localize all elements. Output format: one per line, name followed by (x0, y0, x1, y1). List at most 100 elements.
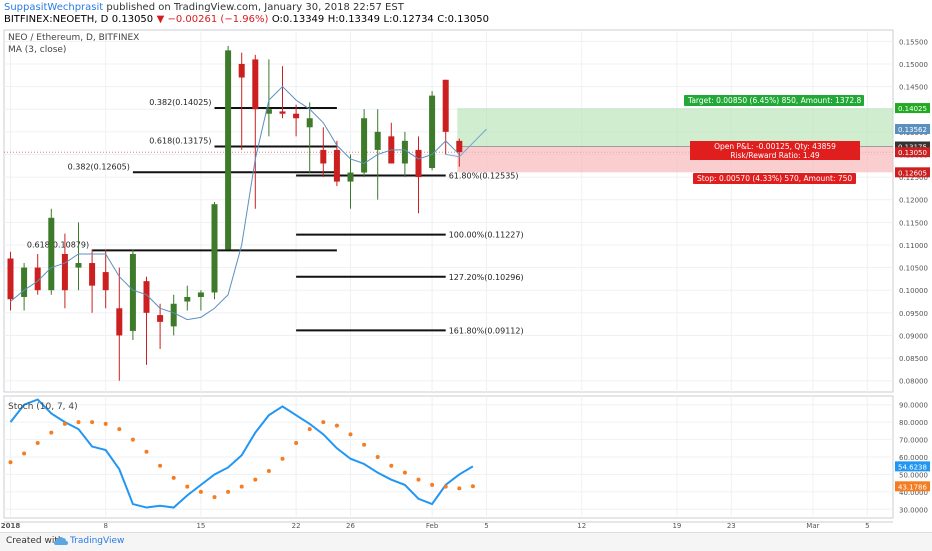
time-tick-label: 2018 (1, 522, 21, 530)
price-axis[interactable]: 0.155000.150000.145000.140000.135000.130… (895, 38, 930, 386)
candle-up (347, 172, 354, 182)
candle-down (442, 79, 449, 132)
created-with-text: Created with (6, 536, 64, 546)
stoch-tick-label: 80.0000 (899, 419, 928, 427)
candle-down (61, 253, 68, 291)
candle-down (456, 140, 463, 153)
candle-down (89, 263, 96, 286)
price-chart[interactable]: 0.382(0.14025) 0.618(0.13175) 0.382(0.1260… (0, 0, 932, 532)
price-label-bg (895, 124, 930, 135)
fib-label: 61.80%(0.12535) (449, 171, 519, 180)
stoch-d-point (49, 430, 54, 435)
price-label-bg (895, 103, 930, 114)
price-label-bg (895, 147, 930, 158)
candle-up (48, 217, 55, 291)
fib-label: 0.618(0.13175) (149, 137, 211, 146)
publish-info: SuppasitWechprasit published on TradingV… (4, 2, 404, 13)
stop-label-bg (693, 173, 856, 184)
candle-down (143, 281, 150, 313)
high-value: H:0.13349 (327, 14, 381, 25)
stoch-value-label: 54.6238 (898, 463, 927, 471)
time-tick-label: 22 (292, 522, 301, 530)
stoch-panel: 90.0000 80.0000 70.0000 60.0000 50.0000 40.00… (8, 398, 930, 514)
stoch-k-line (9, 398, 474, 509)
stoch-d-point (171, 475, 176, 480)
candle-down (320, 149, 327, 164)
candle-up (401, 140, 408, 164)
stoch-d-point (239, 484, 244, 489)
symbol-info: BITFINEX:NEOETH, D 0.13050 ▼ −0.00261 (−… (4, 14, 489, 25)
fib-label: 100.00%(0.11227) (449, 231, 524, 240)
price-label-bg (895, 141, 930, 152)
stoch-d-point (457, 486, 462, 491)
price-value-label: 0.12605 (898, 169, 927, 177)
open-value: O:0.13349 (271, 14, 325, 25)
time-tick-label: Feb (426, 522, 439, 530)
target-zone (457, 108, 893, 147)
price-tick-label: 0.15500 (899, 38, 928, 46)
stoch-d-point (266, 468, 271, 473)
price-tick-label: 0.12500 (899, 174, 928, 182)
candle-up (211, 204, 218, 293)
author-link[interactable]: SuppasitWechprasit (4, 2, 104, 13)
candle-up (184, 296, 191, 302)
stoch-tick-label: 60.0000 (899, 454, 928, 462)
tradingview-link[interactable]: TradingView (70, 536, 125, 546)
candle-up (129, 253, 136, 331)
fib-label: 0.618(0.10879) (27, 240, 89, 249)
ma-series (10, 85, 460, 321)
stoch-d-point (130, 437, 135, 442)
fib-label: 127.20%(0.10296) (449, 273, 524, 282)
stoch-d-point (185, 484, 190, 489)
candle-up (306, 118, 313, 128)
stoch-d-point (389, 463, 394, 468)
low-value: L:0.12734 (383, 14, 434, 25)
fib-label: 0.382(0.14025) (149, 98, 211, 107)
close-value: C:0.13050 (437, 14, 489, 25)
stoch-d-point (334, 423, 339, 428)
time-tick-label: 19 (672, 522, 681, 530)
stoch-d-point (226, 489, 231, 494)
price-value-label: 0.14025 (898, 105, 927, 113)
time-tick-label: 23 (727, 522, 736, 530)
candle-down (279, 111, 286, 114)
price-tick-label: 0.12000 (899, 197, 928, 205)
stoch-d-point (416, 477, 421, 482)
price-tick-label: 0.15000 (899, 61, 928, 69)
stoch-d-point (8, 460, 13, 465)
stoch-d-point (103, 421, 108, 426)
price-tick-label: 0.14500 (899, 84, 928, 92)
candle-down (238, 63, 245, 78)
time-tick-label: 5 (484, 522, 488, 530)
stoch-legend: Stoch (10, 7, 4) (8, 402, 78, 412)
last-price: 0.13050 (111, 14, 154, 25)
stoch-d-point (443, 484, 448, 489)
stoch-label-bg (895, 461, 930, 472)
stoch-d-point (253, 477, 258, 482)
candle-up (374, 131, 381, 150)
tradingview-cloud-icon (54, 537, 68, 545)
stoch-tick-label: 50.0000 (899, 471, 928, 479)
stoch-d-point (212, 495, 217, 500)
position-zones (457, 108, 893, 173)
candle-down (293, 113, 300, 119)
candle-up (75, 263, 82, 268)
stoch-d-point (76, 420, 81, 425)
pnl-label-bg (690, 141, 860, 160)
price-change: ▼ −0.00261 (−1.96%) (156, 14, 269, 25)
stoch-d-point (62, 421, 67, 426)
stoch-d-point (35, 441, 40, 446)
stoch-d-point (117, 427, 122, 432)
time-tick-label: Mar (806, 522, 819, 530)
time-axis[interactable]: 2018 8 15 22 26 Feb 5 12 19 23 Mar 5 (1, 522, 870, 530)
target-label: Target: 0.00850 (6.45%) 850, Amount: 137… (687, 96, 862, 105)
stoch-d-point (430, 482, 435, 487)
stoch-tick-label: 30.0000 (899, 506, 928, 514)
chart-legend-title: NEO / Ethereum, D, BITFINEX (8, 33, 140, 43)
stoch-d-point (307, 427, 312, 432)
forecast-line (445, 128, 487, 158)
stoch-value-label: 43.1786 (898, 483, 927, 491)
stoch-d-point (375, 455, 380, 459)
ma-line (10, 85, 487, 321)
time-tick-label: 8 (103, 522, 107, 530)
